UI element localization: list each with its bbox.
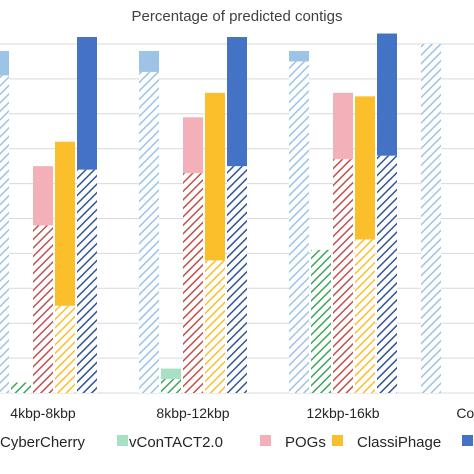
- x-tick-label: 4kbp-8kbp: [10, 405, 76, 421]
- bar-solid: [289, 50, 309, 62]
- bar-solid: [333, 92, 353, 160]
- chart-title: Percentage of predicted contigs: [131, 8, 343, 25]
- bar-hatched: [421, 44, 441, 393]
- bar-solid: [205, 92, 225, 261]
- legend-label: ClassiPhage: [357, 434, 441, 451]
- legend-swatch: [462, 435, 473, 446]
- legend-swatch: [117, 435, 128, 446]
- bar-hatched: [161, 379, 181, 393]
- bar-hatched: [33, 225, 53, 393]
- legend-swatch: [260, 435, 271, 446]
- bar-hatched: [377, 155, 397, 393]
- bar-solid: [355, 96, 375, 240]
- bar-solid: [377, 33, 397, 156]
- bar-hatched: [55, 305, 75, 393]
- bar-hatched: [333, 159, 353, 393]
- bar-hatched: [205, 260, 225, 393]
- bar-solid: [33, 166, 53, 226]
- bar-solid: [139, 50, 159, 72]
- bar-hatched: [289, 61, 309, 393]
- bar-hatched: [0, 75, 9, 393]
- x-tick-label: 12kbp-16kb: [306, 405, 379, 421]
- legend-swatch: [332, 435, 343, 446]
- x-tick-label: 8kbp-12kbp: [156, 405, 229, 421]
- x-tick-label: Comp: [456, 405, 474, 421]
- bar-hatched: [11, 382, 31, 393]
- legend-label: POGs: [285, 434, 326, 451]
- bar-hatched: [311, 249, 331, 393]
- bar-solid: [55, 141, 75, 306]
- bar-hatched: [355, 239, 375, 393]
- bar-solid: [77, 37, 97, 170]
- bar-solid: [0, 50, 9, 76]
- bar-solid: [227, 37, 247, 167]
- bar-hatched: [183, 173, 203, 393]
- bar-hatched: [227, 166, 247, 393]
- legend-label: vConTACT2.0: [129, 434, 223, 451]
- bar-hatched: [77, 169, 97, 393]
- bar-hatched: [139, 71, 159, 394]
- bar-solid: [183, 117, 203, 174]
- bar-solid: [161, 368, 181, 380]
- legend-label: CyberCherry: [0, 434, 86, 451]
